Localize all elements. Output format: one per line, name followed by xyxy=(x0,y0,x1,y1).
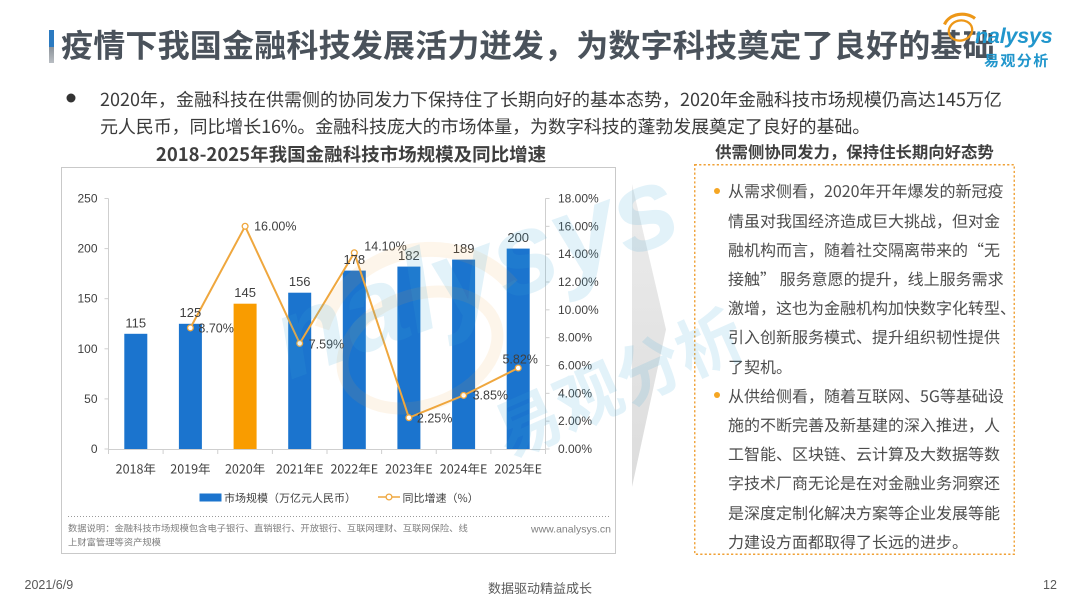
svg-text:2024年E: 2024年E xyxy=(440,459,488,478)
svg-text:18.00%: 18.00% xyxy=(558,192,599,206)
svg-text:189: 189 xyxy=(453,241,475,256)
svg-text:数据说明：金融科技市场规模包含电子银行、直销银行、开放银行、: 数据说明：金融科技市场规模包含电子银行、直销银行、开放银行、互联网理财、互联网保… xyxy=(68,521,468,535)
svg-text:14.00%: 14.00% xyxy=(558,247,599,261)
svg-text:2023年E: 2023年E xyxy=(385,459,433,478)
svg-text:200: 200 xyxy=(77,242,97,256)
svg-text:200: 200 xyxy=(507,230,529,245)
svg-text:2025年E: 2025年E xyxy=(494,459,542,478)
svg-text:182: 182 xyxy=(398,248,420,263)
svg-text:2.00%: 2.00% xyxy=(558,414,592,428)
svg-text:同比增速（%）: 同比增速（%） xyxy=(403,490,479,506)
svg-text:156: 156 xyxy=(289,274,311,289)
svg-text:易观分析: 易观分析 xyxy=(984,50,1050,71)
svg-text:10.00%: 10.00% xyxy=(558,303,599,317)
svg-text:市场规模（万亿元人民币）: 市场规模（万亿元人民币） xyxy=(224,490,356,506)
svg-text:8.70%: 8.70% xyxy=(198,321,233,335)
svg-text:125: 125 xyxy=(180,305,202,320)
svg-text:nalysys: nalysys xyxy=(975,24,1053,48)
svg-text:2019年: 2019年 xyxy=(170,459,210,478)
svg-text:12.00%: 12.00% xyxy=(558,275,599,289)
svg-text:3.85%: 3.85% xyxy=(473,388,508,402)
svg-text:7.59%: 7.59% xyxy=(309,337,344,351)
svg-text:145: 145 xyxy=(234,285,256,300)
svg-text:4.00%: 4.00% xyxy=(558,386,592,400)
svg-text:8.00%: 8.00% xyxy=(558,331,592,345)
svg-text:上财富管理等资产规模: 上财富管理等资产规模 xyxy=(68,534,161,548)
svg-text:www.analysys.cn: www.analysys.cn xyxy=(530,524,611,536)
svg-text:2018年: 2018年 xyxy=(116,459,156,478)
svg-text:115: 115 xyxy=(125,315,146,330)
svg-text:2021年E: 2021年E xyxy=(276,459,324,478)
svg-text:5.82%: 5.82% xyxy=(502,353,537,367)
svg-text:2.25%: 2.25% xyxy=(417,412,452,426)
svg-text:50: 50 xyxy=(84,392,98,406)
svg-text:178: 178 xyxy=(343,252,365,267)
svg-text:0: 0 xyxy=(91,442,98,456)
svg-text:2020年: 2020年 xyxy=(225,459,265,478)
svg-text:6.00%: 6.00% xyxy=(558,359,592,373)
svg-text:250: 250 xyxy=(77,192,97,206)
svg-text:0.00%: 0.00% xyxy=(558,442,592,456)
svg-text:16.00%: 16.00% xyxy=(254,219,296,233)
svg-text:100: 100 xyxy=(77,342,97,356)
svg-text:2022年E: 2022年E xyxy=(330,459,378,478)
svg-text:14.10%: 14.10% xyxy=(364,239,406,253)
svg-text:150: 150 xyxy=(77,292,97,306)
svg-text:16.00%: 16.00% xyxy=(558,219,599,233)
